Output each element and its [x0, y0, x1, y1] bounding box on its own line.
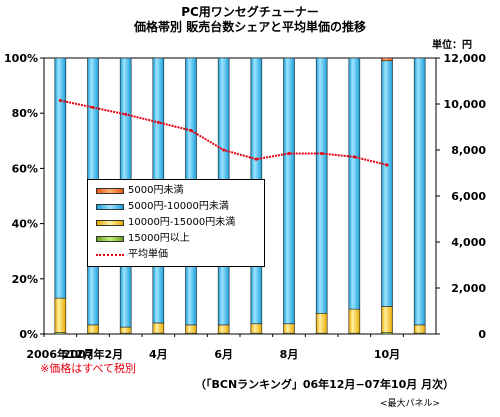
y-left-tick-label: 80%: [12, 107, 38, 120]
avg-price-point: [352, 155, 356, 159]
y-right-tick-label: 10,000: [444, 98, 487, 111]
avg-price-point: [254, 157, 258, 161]
bar-segment-10000-15000: [381, 306, 393, 333]
y-right-tick-label: 12,000: [444, 52, 487, 65]
legend-label: 5000円未満: [128, 185, 184, 196]
legend: 5000円未満 5000円-10000円未満 10000円-15000円未満 1…: [87, 179, 265, 267]
bar-segment-5000-10000: [54, 57, 67, 299]
bar-segment-10000-15000: [152, 322, 165, 334]
y-right-tick-label: 4,000: [451, 236, 486, 249]
x-tick-label: 2006年12月: [26, 347, 94, 361]
source-note: （「BCNランキング」06年12月−07年10月 月次）: [195, 378, 455, 391]
avg-price-point: [385, 163, 389, 167]
tax-note: ※価格はすべて税別: [40, 362, 137, 375]
y-left-tick-label: 20%: [12, 273, 38, 286]
legend-swatch: [96, 236, 124, 242]
x-tick-label: 6月: [214, 348, 233, 361]
chart-subtitle: 価格帯別 販売台数シェアと平均単価の推移: [134, 20, 366, 34]
avg-price-point: [91, 105, 95, 109]
x-tick-label: 8月: [280, 348, 299, 361]
bar-segment-10000-15000: [54, 297, 67, 333]
avg-price-point: [156, 120, 160, 124]
legend-label: 10000円-15000円未満: [128, 217, 236, 228]
bar-segment-10000-15000: [413, 324, 426, 334]
y-right-tick-label: 0: [478, 328, 486, 341]
y-left-tick-label: 100%: [4, 52, 38, 65]
bar-segment-5000-10000: [348, 57, 361, 310]
x-tick-label: 4月: [149, 348, 168, 361]
bar-segment-5000-10000: [315, 57, 328, 314]
avg-price-point: [58, 99, 62, 103]
y-right-tick-label: 8,000: [451, 144, 486, 157]
bar-segment-10000-15000: [348, 308, 361, 334]
legend-swatch: [96, 204, 124, 210]
bar-segment-10000-15000: [315, 312, 328, 334]
x-tick-label: 2007年2月: [63, 347, 123, 361]
bar-segment-10000-15000: [119, 326, 132, 334]
legend-label: 5000円-10000円未満: [128, 201, 229, 212]
legend-item-under-5000: 5000円未満: [96, 184, 183, 198]
x-tick-label: 10月: [374, 348, 400, 361]
y-right-tick-label: 6,000: [451, 190, 486, 203]
bar-segment-5000-10000: [381, 60, 393, 307]
bar-segment-under-5000: [381, 57, 393, 62]
y-left-tick-label: 60%: [12, 162, 38, 175]
avg-price-point: [189, 128, 193, 132]
legend-item-10000-15000: 10000円-15000円未満: [96, 216, 235, 230]
chart-title: PC用ワンセグチューナー: [181, 5, 319, 19]
bar-segment-5000-10000: [283, 57, 295, 325]
legend-item-avg-price: 平均単価: [96, 248, 168, 262]
y-right-tick-label: 2,000: [451, 282, 486, 295]
bar-segment-10000-15000: [87, 324, 99, 334]
legend-swatch: [96, 220, 124, 226]
avg-price-point: [287, 151, 291, 155]
legend-item-over-15000: 15000円以上: [96, 232, 190, 246]
unit-label: 単位：円: [432, 40, 472, 51]
legend-item-5000-10000: 5000円-10000円未満: [96, 200, 229, 214]
bar-segment-10000-15000: [185, 324, 197, 334]
legend-swatch: [96, 188, 124, 194]
legend-label: 平均単価: [128, 249, 168, 260]
y-left-tick-label: 40%: [12, 218, 38, 231]
legend-line-swatch: [96, 254, 124, 256]
panel-note: <最大パネル>: [380, 399, 441, 409]
avg-price-point: [124, 112, 128, 116]
legend-label: 15000円以上: [128, 233, 190, 244]
bar-segment-10000-15000: [250, 323, 263, 334]
avg-price-point: [222, 148, 226, 152]
bar-segment-10000-15000: [217, 324, 230, 334]
bar-segment-5000-10000: [413, 57, 426, 326]
y-left-tick-label: 0%: [19, 328, 38, 341]
avg-price-point: [320, 151, 324, 155]
bar-segment-10000-15000: [283, 323, 295, 334]
